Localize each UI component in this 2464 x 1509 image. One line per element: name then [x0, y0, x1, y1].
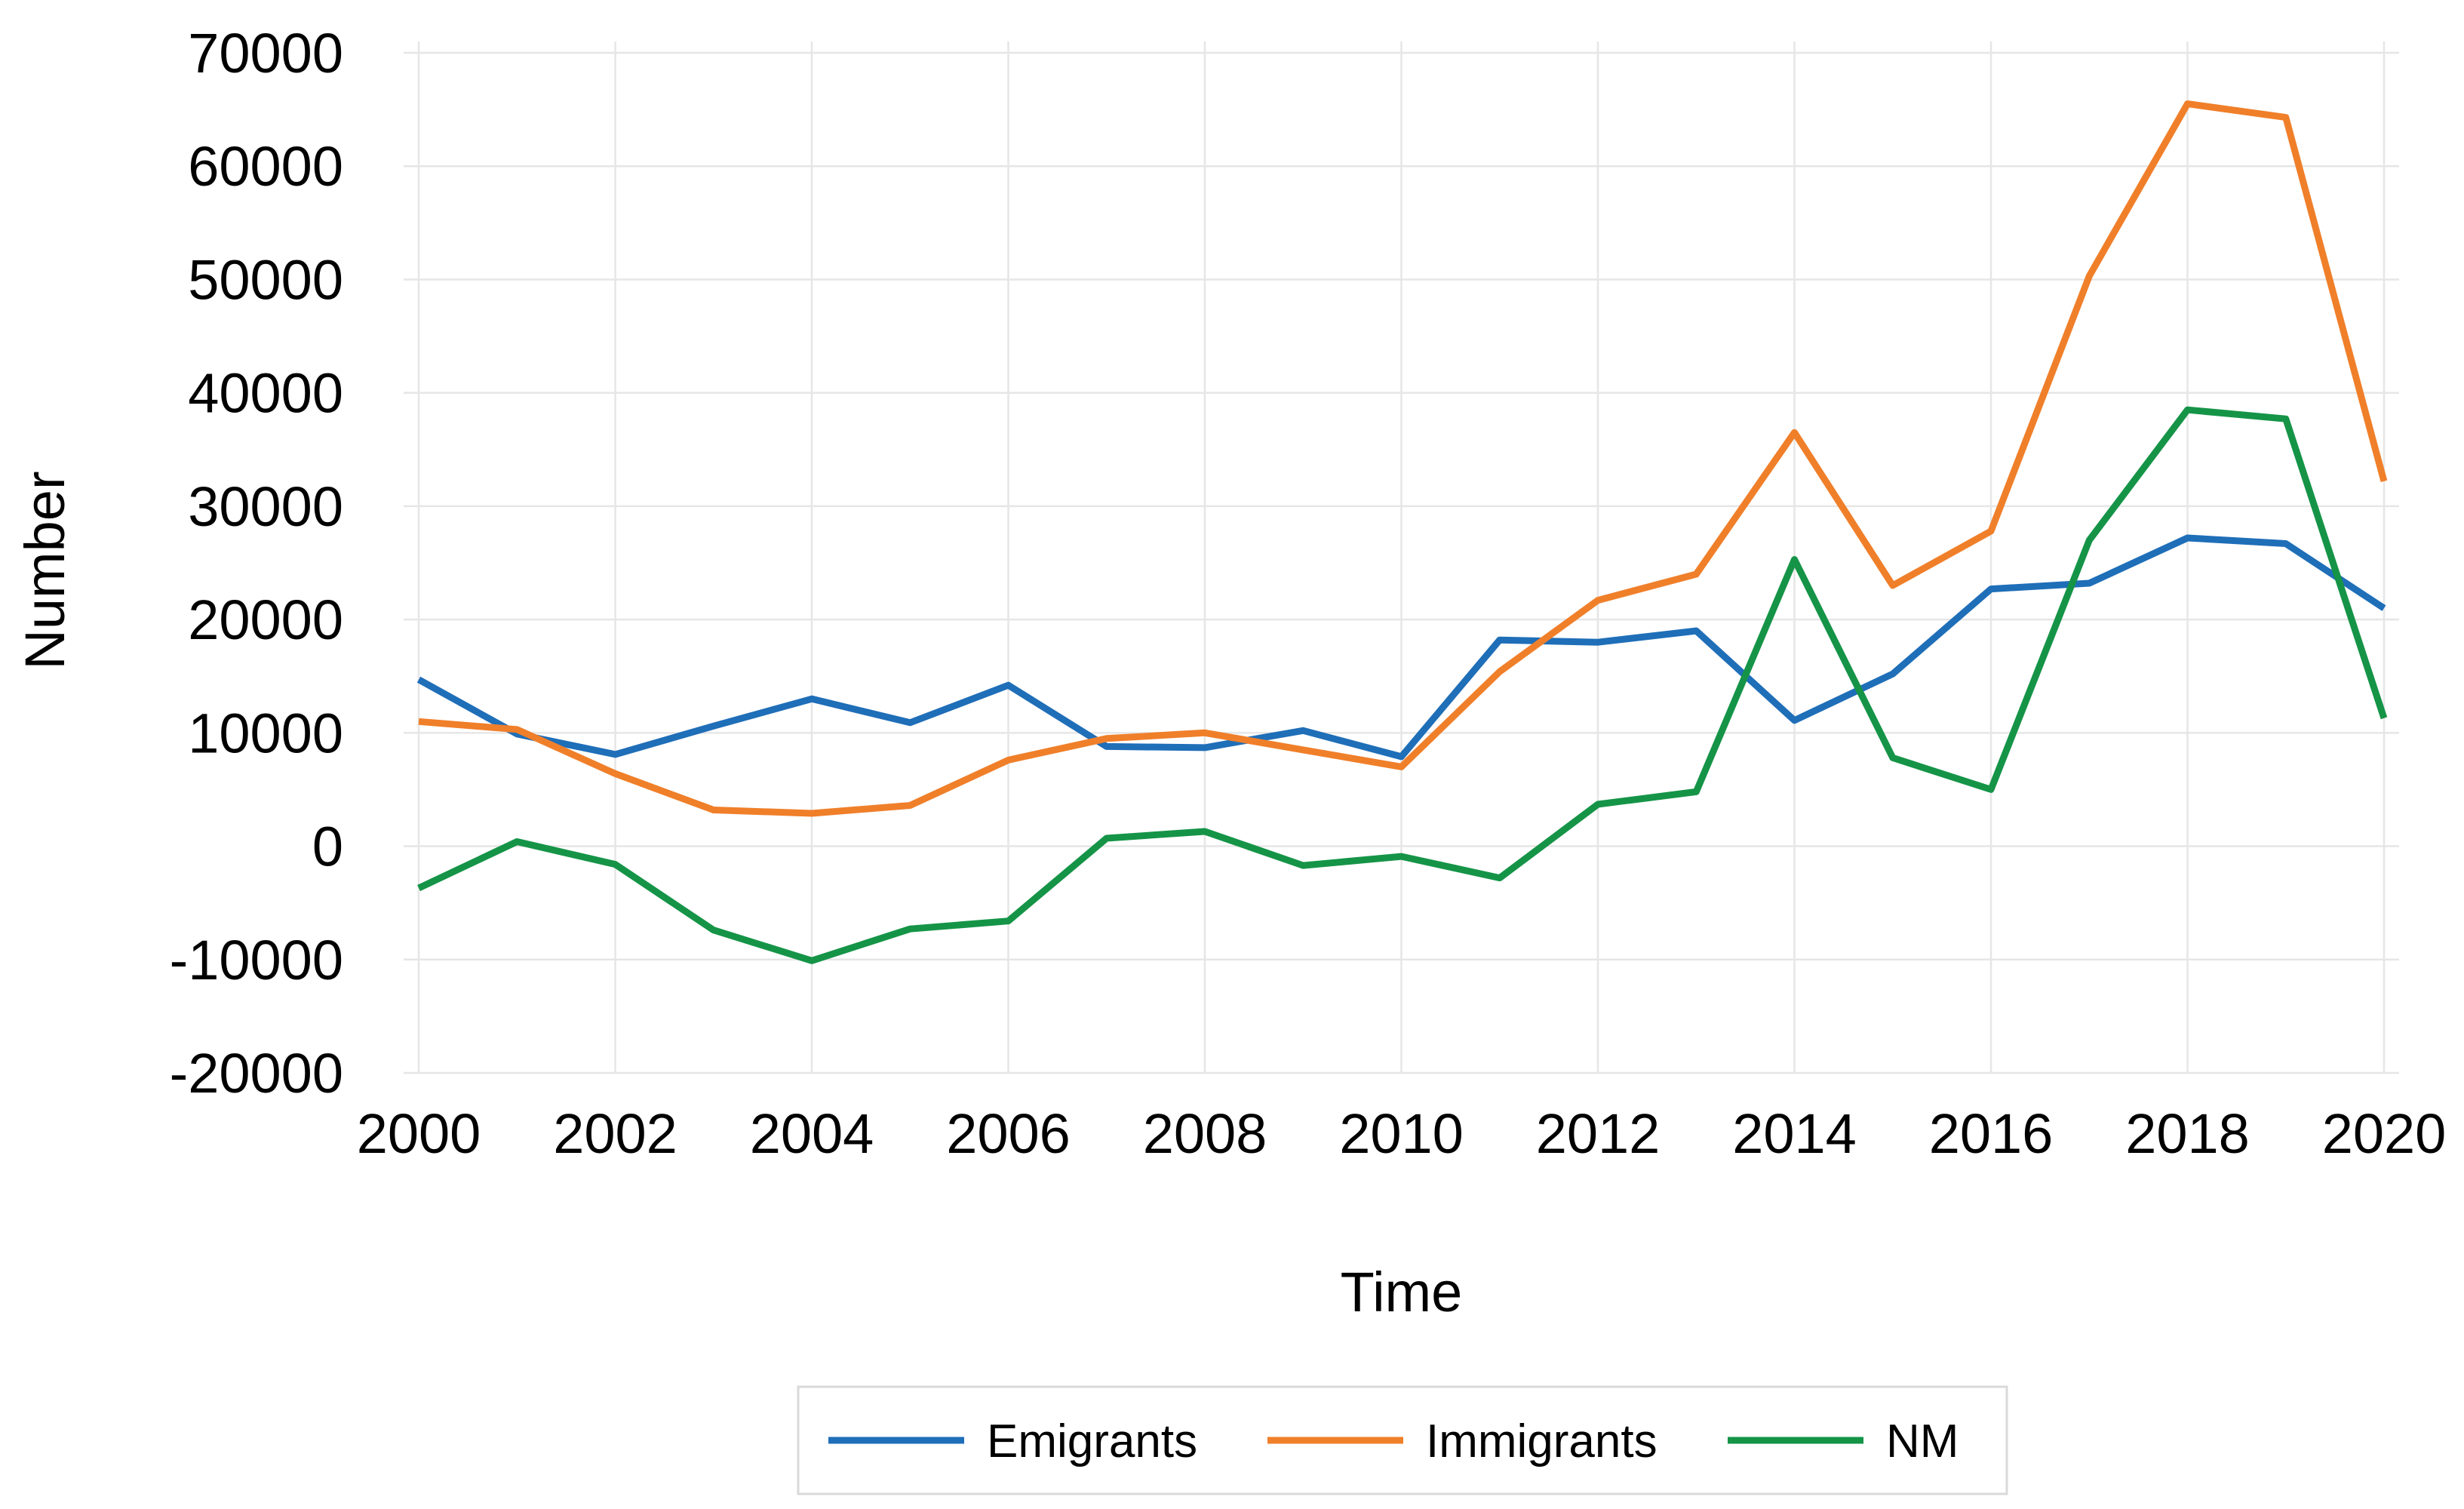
legend-label-emigrants: Emigrants	[987, 1415, 1197, 1468]
x-tick-label: 2010	[1339, 1102, 1464, 1165]
y-tick-label: 70000	[188, 22, 343, 85]
y-tick-label: 10000	[188, 702, 343, 764]
legend: Emigrants Immigrants NM	[797, 1385, 2008, 1495]
gridlines	[404, 41, 2399, 1074]
y-tick-label: -20000	[170, 1042, 343, 1105]
y-tick-label: 0	[312, 816, 343, 878]
y-axis-tick-labels: -20000 -10000 0 10000 20000 30000 40000 50000 60…	[170, 22, 343, 1105]
x-axis-title: Time	[1341, 1261, 1463, 1323]
y-tick-label: 50000	[188, 248, 343, 311]
x-tick-label: 2002	[553, 1102, 677, 1165]
legend-label-immigrants: Immigrants	[1426, 1415, 1658, 1468]
y-tick-label: 40000	[188, 362, 343, 425]
series-line-emigrants	[416, 534, 2386, 761]
y-axis-title: Number	[14, 471, 76, 669]
x-tick-label: 2014	[1732, 1102, 1857, 1165]
x-tick-label: 2016	[1929, 1102, 2054, 1165]
y-tick-label: 30000	[188, 475, 343, 538]
x-tick-label: 2004	[750, 1102, 874, 1165]
y-tick-label: 60000	[188, 135, 343, 198]
y-tick-label: 20000	[188, 589, 343, 651]
legend-label-nm: NM	[1886, 1415, 1959, 1468]
x-tick-label: 2020	[2322, 1102, 2447, 1165]
series-line-nm	[417, 406, 2388, 964]
x-tick-label: 2012	[1536, 1102, 1661, 1165]
series-line-immigrants	[418, 100, 2388, 817]
y-tick-label: -10000	[170, 929, 343, 991]
series-lines	[416, 100, 2388, 964]
x-axis-tick-labels: 2000 2002 2004 2006 2008 2010 2012 2014 2016 2018…	[357, 1102, 2447, 1165]
x-tick-label: 2018	[2125, 1102, 2250, 1165]
x-tick-label: 2008	[1143, 1102, 1267, 1165]
x-tick-label: 2000	[357, 1102, 481, 1165]
x-tick-label: 2006	[946, 1102, 1071, 1165]
